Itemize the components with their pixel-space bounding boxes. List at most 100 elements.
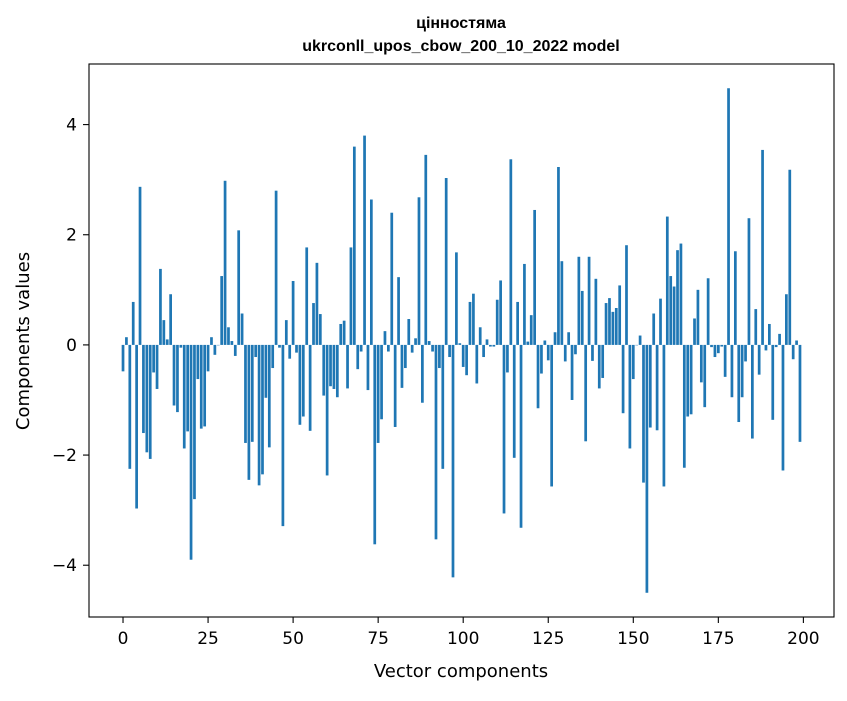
bar-component-22 [197, 345, 200, 379]
bar-component-86 [414, 338, 417, 345]
bar-component-170 [700, 345, 703, 382]
bar-component-85 [411, 345, 414, 353]
bar-component-58 [319, 314, 322, 345]
bar-component-48 [285, 320, 288, 345]
bar-component-89 [424, 155, 427, 345]
bar-component-188 [761, 150, 764, 345]
bar-component-27 [214, 345, 217, 355]
bar-component-138 [591, 345, 594, 361]
bar-component-145 [615, 308, 618, 345]
bar-component-91 [431, 345, 434, 352]
bar-component-131 [567, 332, 570, 345]
bar-component-119 [526, 342, 529, 345]
bar-component-43 [268, 345, 271, 447]
bar-component-38 [251, 345, 254, 442]
bar-component-5 [139, 187, 142, 345]
bar-component-135 [581, 291, 584, 345]
bar-component-171 [703, 345, 706, 407]
bar-component-78 [387, 345, 390, 352]
bar-component-57 [316, 263, 319, 345]
bar-component-104 [475, 345, 478, 384]
bar-component-192 [775, 345, 778, 347]
bar-component-72 [367, 345, 370, 390]
bar-component-184 [748, 218, 751, 345]
bar-component-55 [309, 345, 312, 431]
bar-component-125 [547, 345, 550, 360]
bar-component-94 [441, 345, 444, 469]
bar-component-173 [710, 345, 713, 347]
bar-component-164 [680, 244, 683, 345]
bar-component-75 [377, 345, 380, 443]
bar-component-148 [625, 245, 628, 345]
bar-component-12 [162, 320, 165, 345]
bar-component-21 [193, 345, 196, 499]
bar-component-191 [771, 345, 774, 420]
bar-component-166 [686, 345, 689, 417]
bar-component-168 [693, 318, 696, 344]
bar-component-174 [714, 345, 717, 357]
bar-component-137 [588, 257, 591, 345]
bar-component-34 [237, 230, 240, 345]
bar-component-176 [720, 345, 723, 347]
bar-component-163 [676, 250, 679, 345]
bar-component-187 [758, 345, 761, 375]
bar-component-3 [132, 302, 135, 345]
bar-component-36 [244, 345, 247, 443]
bar-component-51 [295, 345, 298, 353]
x-tick-label: 25 [197, 629, 219, 649]
bar-component-177 [724, 345, 727, 377]
bar-component-6 [142, 345, 145, 433]
bar-component-81 [397, 277, 400, 345]
bar-component-129 [560, 261, 563, 345]
bar-component-157 [656, 345, 659, 430]
x-tick-label: 150 [617, 629, 649, 649]
bar-component-128 [557, 167, 560, 345]
bar-component-114 [509, 159, 512, 345]
bar-component-105 [479, 327, 482, 345]
bar-component-165 [683, 345, 686, 468]
bar-component-11 [159, 269, 162, 345]
bar-component-127 [554, 332, 557, 345]
y-tick-label: −2 [52, 446, 77, 466]
bar-component-181 [737, 345, 740, 422]
bar-component-185 [751, 345, 754, 439]
x-tick-label: 125 [532, 629, 564, 649]
bar-component-49 [288, 345, 291, 359]
bar-component-2 [128, 345, 131, 469]
bar-component-140 [598, 345, 601, 389]
bar-component-8 [149, 345, 152, 459]
bar-component-144 [612, 312, 615, 345]
chart-title: цінностяма [416, 15, 506, 32]
x-tick-label: 100 [447, 629, 479, 649]
x-tick-label: 0 [118, 629, 129, 649]
bar-component-116 [516, 302, 519, 345]
bar-component-175 [717, 345, 720, 353]
bar-component-53 [302, 345, 305, 417]
bar-component-4 [135, 345, 138, 509]
bar-component-35 [241, 314, 244, 345]
bar-component-97 [452, 345, 455, 577]
bar-component-41 [261, 345, 264, 474]
bar-component-82 [401, 345, 404, 388]
bar-component-37 [248, 345, 251, 480]
bar-component-115 [513, 345, 516, 458]
bar-component-90 [428, 341, 431, 345]
bar-component-88 [421, 345, 424, 403]
bar-component-178 [727, 88, 730, 345]
bar-component-112 [503, 345, 506, 514]
bar-component-155 [649, 345, 652, 428]
bar-component-74 [373, 345, 376, 544]
bar-component-65 [343, 321, 346, 345]
bar-component-31 [227, 327, 230, 345]
bar-component-71 [363, 136, 366, 345]
bar-component-47 [282, 345, 285, 526]
bar-component-186 [754, 309, 757, 345]
bar-component-199 [799, 345, 802, 442]
bar-component-142 [605, 303, 608, 345]
bar-component-77 [384, 331, 387, 345]
bar-component-30 [224, 181, 227, 345]
bar-component-87 [418, 197, 421, 345]
bar-component-158 [659, 299, 662, 345]
x-tick-label: 175 [702, 629, 734, 649]
bar-component-9 [152, 345, 155, 373]
